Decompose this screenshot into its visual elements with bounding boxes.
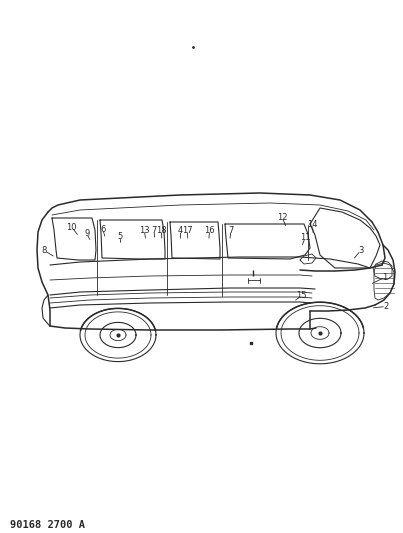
Text: 18: 18 xyxy=(156,226,166,235)
Text: 7: 7 xyxy=(228,226,234,235)
Text: 8: 8 xyxy=(42,246,47,255)
Text: 13: 13 xyxy=(139,226,150,235)
Text: 1: 1 xyxy=(382,273,388,281)
Text: 6: 6 xyxy=(100,225,106,233)
Text: 17: 17 xyxy=(182,226,193,235)
Text: 9: 9 xyxy=(84,229,89,238)
Text: 3: 3 xyxy=(358,246,364,255)
Text: 5: 5 xyxy=(117,232,123,241)
Text: 2: 2 xyxy=(383,302,389,311)
Text: 14: 14 xyxy=(307,221,318,229)
Text: 11: 11 xyxy=(300,233,310,242)
Text: 10: 10 xyxy=(66,223,77,231)
Text: 4: 4 xyxy=(178,226,183,235)
Text: 7: 7 xyxy=(151,226,157,235)
Text: 16: 16 xyxy=(204,226,215,235)
Text: 12: 12 xyxy=(277,213,287,222)
Text: 15: 15 xyxy=(296,292,307,300)
Text: 90168 2700 A: 90168 2700 A xyxy=(10,520,85,530)
